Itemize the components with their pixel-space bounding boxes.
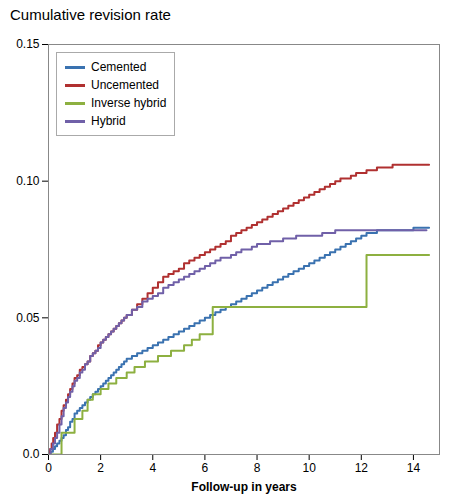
html-text:Cumulative revision rate: Cumulative revision rate (10, 6, 171, 23)
svg-text:0.05: 0.05 (16, 311, 40, 325)
svg-text:12: 12 (355, 461, 369, 475)
svg-text:10: 10 (302, 461, 316, 475)
html-text:Cemented: Cemented (91, 60, 147, 74)
svg-text:4: 4 (149, 461, 156, 475)
svg-text:2: 2 (97, 461, 104, 475)
svg-text:0.0: 0.0 (23, 447, 40, 461)
html-text:Uncemented: Uncemented (91, 78, 159, 92)
svg-text:8: 8 (254, 461, 261, 475)
html-text:Hybrid: Hybrid (91, 114, 126, 128)
svg-text:0: 0 (45, 461, 52, 475)
svg-text:6: 6 (202, 461, 209, 475)
svg-text:0.15: 0.15 (16, 37, 40, 51)
svg-text:14: 14 (407, 461, 421, 475)
svg-text:Follow-up in years: Follow-up in years (191, 480, 297, 494)
html-text:Inverse hybrid: Inverse hybrid (91, 96, 167, 110)
svg-text:0.10: 0.10 (16, 174, 40, 188)
